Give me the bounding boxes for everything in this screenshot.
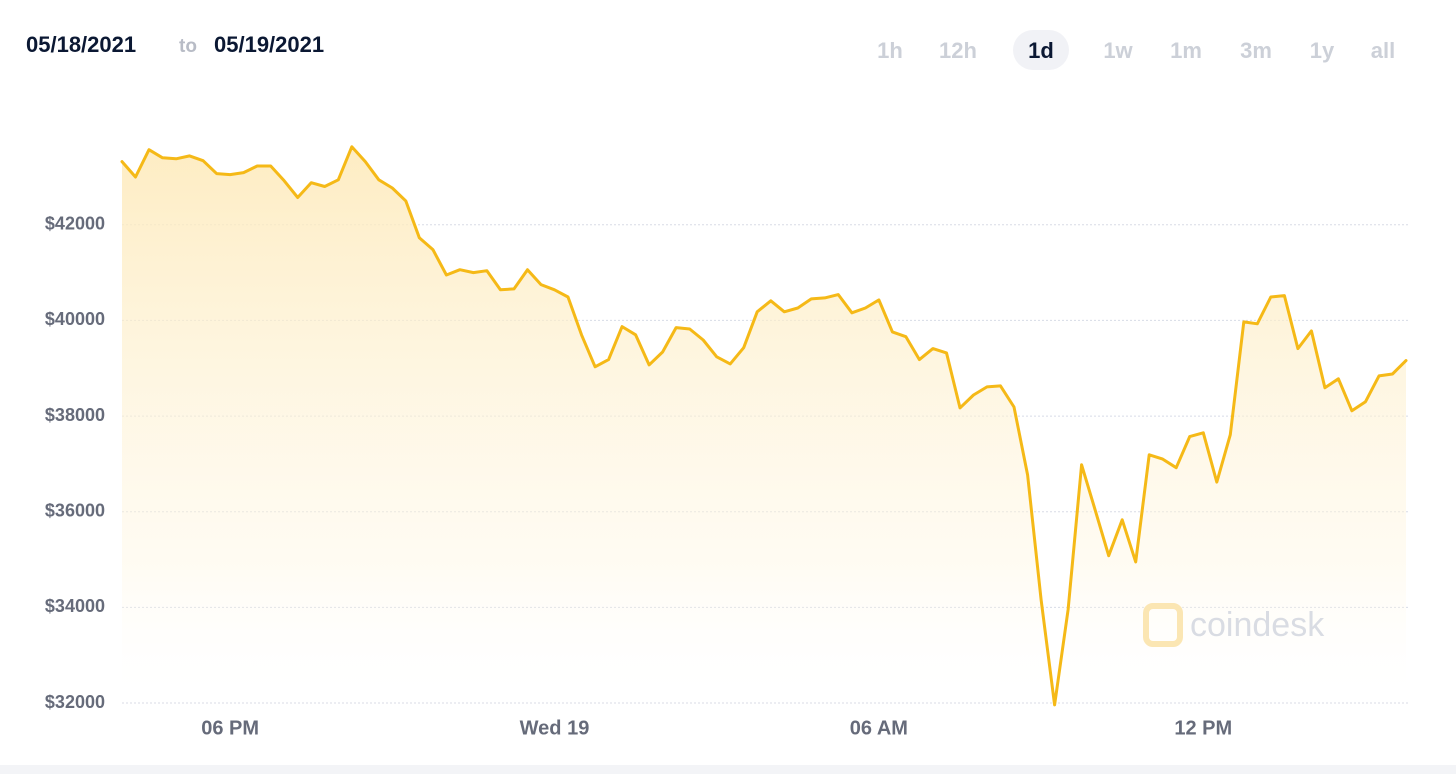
x-tick-label: Wed 19 [520,717,590,739]
area-fill [122,146,1406,705]
header: 05/18/2021 to 05/19/2021 [26,32,324,57]
range-button[interactable]: 1d [1028,38,1054,63]
y-tick-label: $40000 [45,309,105,329]
y-tick-label: $42000 [45,214,105,234]
y-tick-label: $36000 [45,500,105,520]
range-button[interactable]: 1y [1310,38,1335,63]
range-button[interactable]: 1w [1103,38,1133,63]
watermark: coindesk [1190,606,1325,644]
y-tick-label: $38000 [45,405,105,425]
range-button[interactable]: 12h [939,38,977,63]
watermark-logo: coindesk [1143,603,1325,647]
footer-strip [0,765,1456,774]
watermark-icon [1143,603,1183,647]
range-selector: 1h 12h 1d 1w 1m 3m 1y all [877,30,1395,70]
range-button[interactable]: all [1371,38,1395,63]
range-button[interactable]: 1h [877,38,903,63]
x-tick-label: 12 PM [1174,717,1232,739]
range-button[interactable]: 3m [1240,38,1272,63]
date-from: 05/18/2021 [26,32,136,57]
date-joiner: to [179,36,197,57]
x-tick-label: 06 AM [850,717,908,739]
range-selected-bg [1013,30,1069,70]
price-line [120,145,1408,707]
y-tick-label: $34000 [45,596,105,616]
x-tick-label: 06 PM [201,717,259,739]
date-to: 05/19/2021 [214,32,324,57]
range-button[interactable]: 1m [1170,38,1202,63]
y-tick-label: $32000 [45,692,105,712]
